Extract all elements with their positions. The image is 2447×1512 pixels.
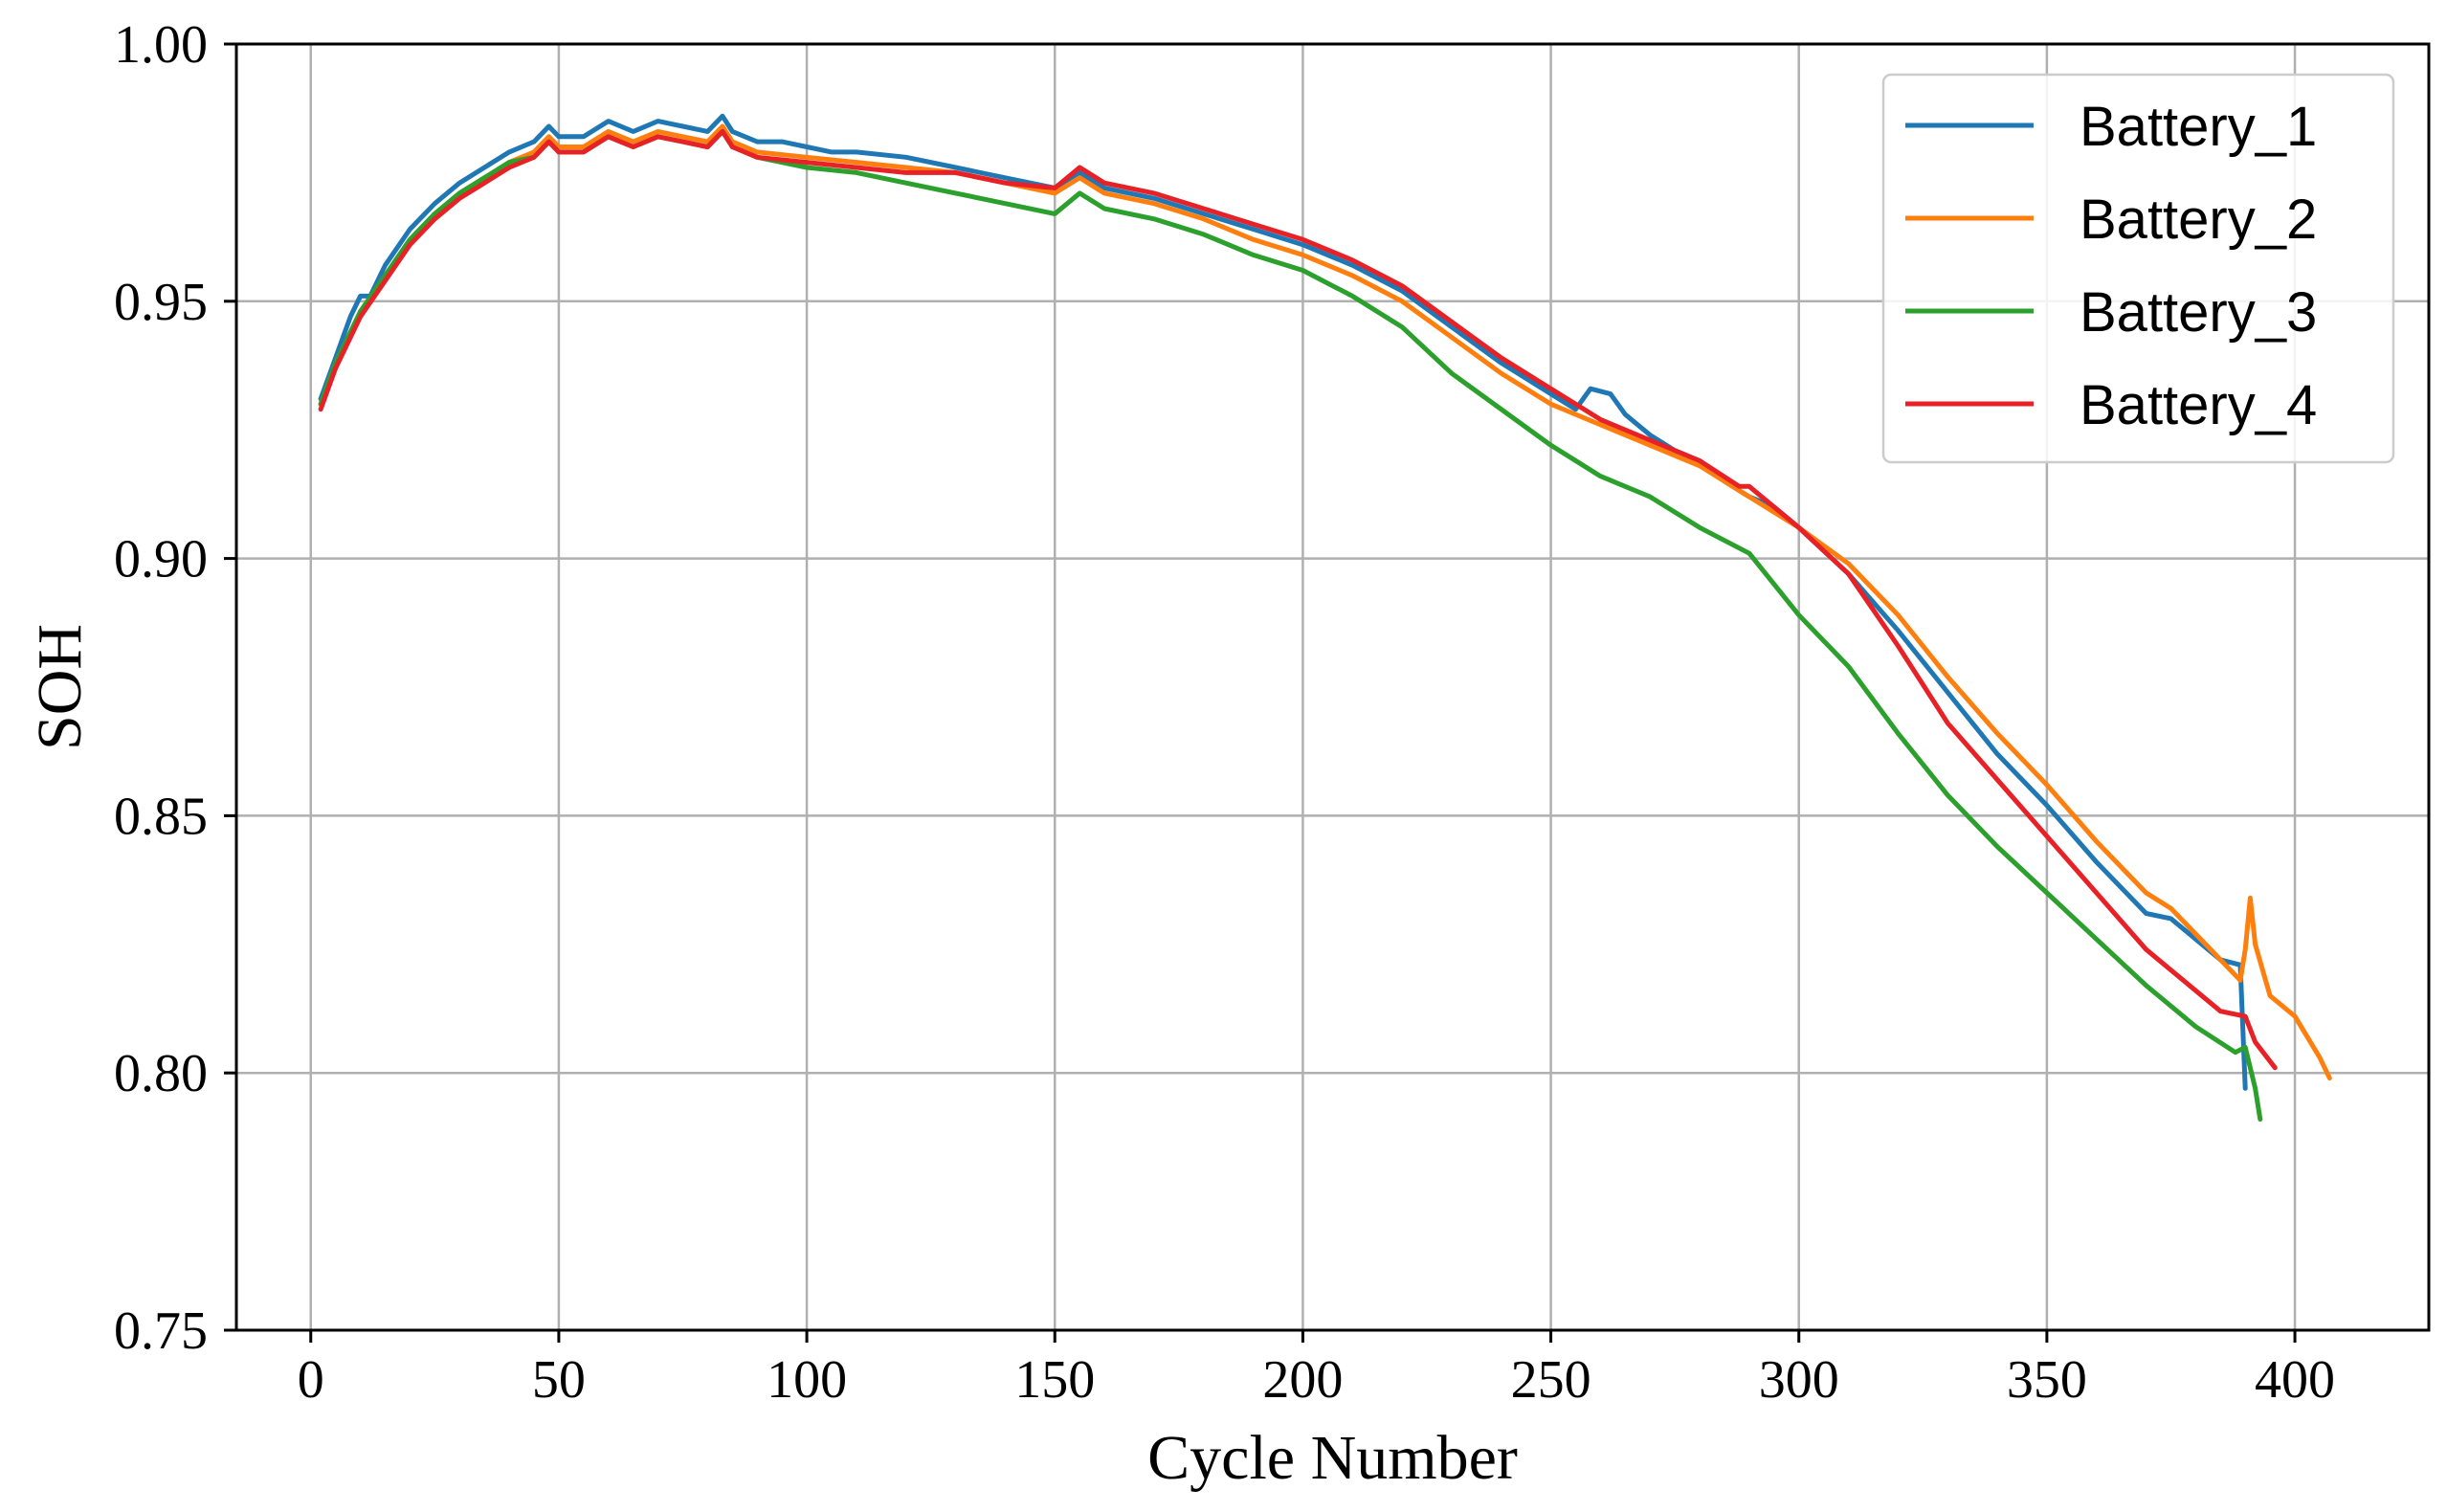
x-tick-label: 400	[2255, 1350, 2335, 1410]
x-axis-label: Cycle Number	[1147, 1423, 1518, 1493]
series-line-battery-2	[318, 123, 2332, 1081]
y-tick-label: 0.95	[114, 273, 208, 332]
x-tick-label: 250	[1511, 1350, 1591, 1410]
legend-label: Battery_1	[2080, 96, 2317, 158]
y-axis-label: SOH	[25, 624, 95, 750]
y-tick-label: 1.00	[114, 15, 208, 75]
x-tick-label: 300	[1759, 1350, 1839, 1410]
y-tick-label: 0.90	[114, 530, 208, 589]
x-tick-label: 350	[2007, 1350, 2087, 1410]
x-tick-label: 150	[1014, 1350, 1095, 1410]
series-line-battery-4	[318, 128, 2278, 1071]
series-line-battery-1	[318, 113, 2248, 1091]
series-lines	[318, 113, 2332, 1123]
legend-label: Battery_4	[2080, 374, 2317, 436]
legend-box	[1881, 73, 2395, 464]
y-tick-label: 0.75	[114, 1301, 208, 1361]
legend-label: Battery_2	[2080, 189, 2317, 251]
plot-frame	[234, 42, 2431, 1332]
x-tick-label: 50	[532, 1350, 586, 1410]
y-tick-label: 0.85	[114, 787, 208, 846]
y-axis-ticks: 0.75 0.80 0.85 0.90 0.95 1.00	[114, 15, 236, 1361]
legend: Battery_1 Battery_2 Battery_3 Battery_4	[1881, 73, 2395, 464]
x-tick-label: 200	[1262, 1350, 1343, 1410]
x-tick-label: 100	[767, 1350, 847, 1410]
legend-items: Battery_1 Battery_2 Battery_3 Battery_4	[1905, 96, 2317, 436]
legend-label: Battery_3	[2080, 281, 2317, 344]
y-tick-label: 0.80	[114, 1044, 208, 1103]
x-tick-label: 0	[298, 1350, 324, 1410]
x-axis-ticks: 0 50 100 150 200 250 300 350 400	[298, 1330, 2335, 1410]
